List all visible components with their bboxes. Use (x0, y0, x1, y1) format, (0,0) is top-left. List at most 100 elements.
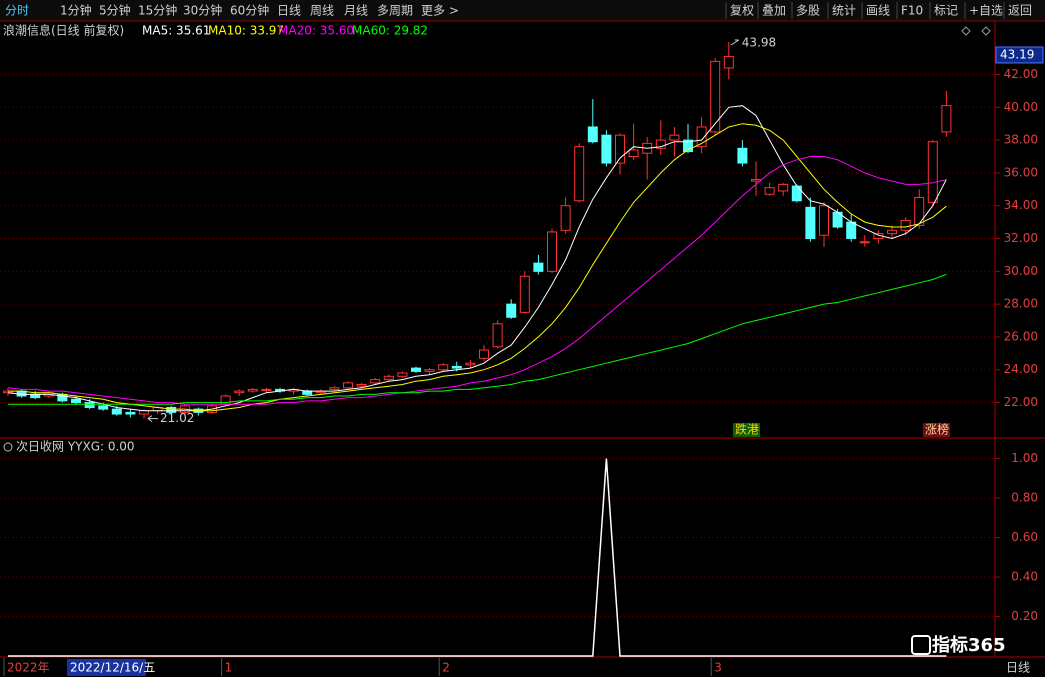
toolbar-button[interactable]: 标记 (934, 4, 958, 18)
y-tick-label: 40.00 (1004, 100, 1038, 114)
toolbar-button[interactable]: 复权 (730, 4, 754, 18)
candle-body (574, 146, 585, 202)
candle-body (778, 183, 789, 192)
legend-entry: MA5: 35.61 (142, 24, 210, 38)
indicator-title: 次日收网 YYXG: 0.00 (16, 440, 135, 454)
min-label: 21.02 (160, 411, 194, 425)
x-tick-label: 1 (225, 661, 233, 675)
candle-body (111, 408, 122, 415)
candle-body (819, 205, 829, 236)
badge-bg (923, 423, 950, 437)
candle-body (84, 402, 95, 408)
toolbar-button[interactable]: +自选 (969, 4, 1003, 18)
candle-body (914, 197, 925, 226)
y-tick-label: 22.00 (1004, 395, 1038, 409)
candle-body (547, 231, 557, 272)
y-tick-label: 34.00 (1004, 198, 1038, 212)
candle-body (764, 187, 775, 195)
candle-body (710, 60, 721, 133)
y-tick-label: 0.20 (1011, 609, 1038, 623)
logo-icon (911, 635, 931, 655)
toolbar-item[interactable]: 30分钟 (183, 3, 222, 18)
toolbar-item[interactable]: 5分钟 (99, 3, 131, 18)
candle-body (887, 229, 897, 235)
ma-line (8, 123, 947, 412)
max-label: 43.98 (742, 36, 776, 50)
cursor-date: 2022/12/16/五 (70, 661, 155, 675)
candle-body (479, 349, 489, 359)
toolbar-item[interactable]: 15分钟 (138, 3, 177, 18)
y-tick-label: 0.60 (1011, 530, 1038, 544)
candle-body (370, 379, 381, 384)
y-tick-label: 32.00 (1004, 231, 1038, 245)
candle-body (683, 139, 693, 153)
candle-body (343, 382, 353, 389)
candle-body (737, 147, 748, 164)
candle-body (696, 126, 707, 148)
logo: 指标365 (932, 634, 1006, 656)
y-tick-label: 26.00 (1004, 329, 1038, 343)
candle-body (941, 105, 952, 133)
panel-icons[interactable] (961, 26, 991, 36)
y-tick-label: 1.00 (1011, 451, 1038, 465)
toolbar-button[interactable]: 叠加 (762, 4, 786, 18)
candle-body (234, 390, 245, 394)
toolbar-item[interactable]: 周线 (310, 4, 334, 18)
candle-body (166, 406, 177, 413)
candle-body (506, 303, 517, 318)
candle-body (451, 365, 462, 369)
x-tick-label: 3 (714, 661, 722, 675)
badge-bg (733, 423, 760, 437)
toolbar-button[interactable]: 画线 (866, 4, 890, 18)
toolbar-item[interactable]: 更多 > (421, 4, 459, 18)
toolbar-item[interactable]: 60分钟 (230, 3, 269, 18)
y-tick-label: 0.80 (1011, 491, 1038, 505)
ma-line (8, 273, 947, 405)
candle-body (846, 221, 857, 240)
candle-body (519, 275, 530, 313)
candle-body (927, 141, 938, 203)
candle-body (615, 134, 625, 164)
candle-body (533, 262, 544, 272)
cursor-price: 43.19 (1000, 47, 1034, 61)
candle-body (383, 375, 394, 381)
candle-body (71, 398, 81, 404)
y-tick-label: 24.00 (1004, 362, 1038, 376)
toolbar-item[interactable]: 多周期 (377, 4, 413, 18)
badge[interactable]: 涨榜 (925, 422, 949, 437)
period-label[interactable]: 日线 (1006, 661, 1030, 675)
candle-body (628, 149, 639, 158)
candle-body (438, 364, 449, 371)
toolbar-item[interactable]: 分时 (5, 4, 29, 18)
badge[interactable]: 跌港 (735, 422, 759, 437)
toolbar-button[interactable]: F10 (901, 4, 923, 18)
legend-entry: MA60: 29.82 (352, 24, 428, 38)
y-tick-label: 0.40 (1011, 570, 1038, 584)
candle-body (247, 388, 258, 392)
toolbar-item[interactable]: 日线 (277, 4, 301, 18)
candle-body (560, 205, 571, 231)
candle-body (859, 241, 870, 244)
toolbar-item[interactable]: 1分钟 (60, 3, 92, 18)
candle-body (751, 178, 761, 182)
candle-body (125, 411, 136, 415)
candle-body (669, 134, 680, 141)
toolbar-button[interactable]: 统计 (832, 4, 856, 18)
toolbar-button[interactable]: 多股 (796, 4, 820, 18)
ma-line (7, 156, 947, 405)
candle-body (261, 388, 272, 391)
candle-body (587, 126, 598, 143)
candle-body (98, 405, 109, 410)
min-arrow (147, 415, 158, 423)
toolbar-item[interactable]: 月线 (344, 4, 368, 18)
indicator-icon[interactable] (3, 442, 13, 452)
candle-body (791, 185, 802, 202)
cursor-date-bg (67, 659, 146, 676)
candle-body (465, 362, 476, 366)
candle-body (356, 384, 367, 387)
x-tick-label: 2022年 (7, 661, 50, 675)
y-tick-label: 42.00 (1004, 67, 1038, 81)
toolbar-button[interactable]: 返回 (1008, 4, 1032, 18)
candle-body (723, 55, 734, 69)
